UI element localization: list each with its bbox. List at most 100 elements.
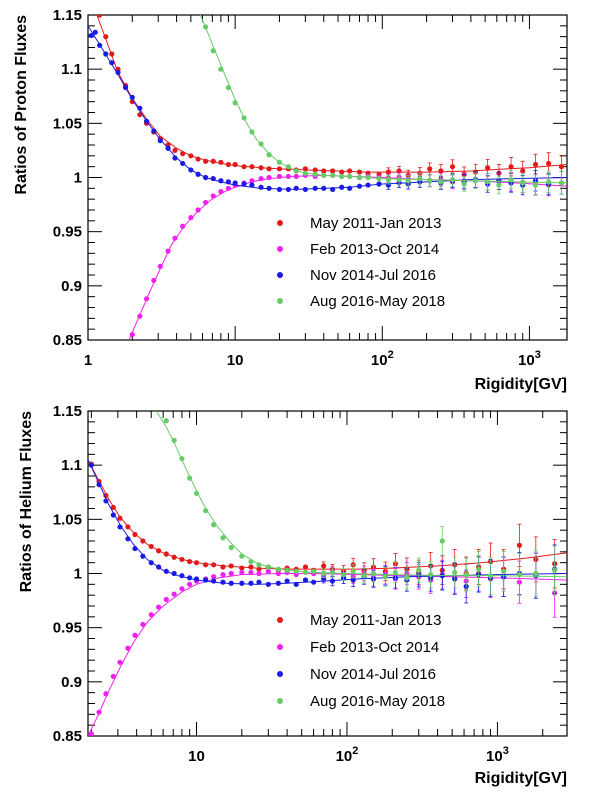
data-point bbox=[293, 568, 299, 574]
data-point bbox=[157, 138, 163, 144]
data-point bbox=[148, 543, 154, 550]
data-point bbox=[276, 166, 283, 172]
data-point bbox=[347, 173, 353, 180]
data-point bbox=[171, 554, 177, 560]
data-point bbox=[330, 186, 336, 193]
data-point bbox=[125, 645, 131, 651]
legend-marker bbox=[277, 644, 283, 650]
y-tick-label: 0.85 bbox=[53, 728, 82, 745]
data-point bbox=[211, 562, 217, 568]
data-point bbox=[88, 32, 94, 39]
data-point bbox=[293, 581, 299, 587]
data-point bbox=[552, 567, 558, 573]
data-point bbox=[302, 564, 309, 570]
data-point bbox=[171, 570, 177, 577]
data-point bbox=[284, 578, 290, 584]
y-tick-label: 1 bbox=[74, 170, 82, 187]
data-point bbox=[249, 129, 255, 135]
x-tick-label: 103 bbox=[518, 349, 541, 369]
data-point bbox=[275, 566, 281, 572]
fit-line bbox=[88, 459, 567, 585]
data-point bbox=[239, 553, 245, 559]
data-point bbox=[546, 179, 552, 185]
y-tick-label: 0.9 bbox=[61, 278, 82, 295]
legend-entry: May 2011-Jan 2013 bbox=[310, 612, 441, 629]
data-point bbox=[129, 99, 135, 105]
data-point bbox=[163, 568, 169, 574]
data-point bbox=[210, 193, 216, 199]
data-point bbox=[256, 562, 262, 568]
data-point bbox=[148, 612, 154, 618]
data-point bbox=[516, 542, 523, 548]
y-tick-label: 1 bbox=[74, 566, 82, 583]
data-point bbox=[520, 168, 526, 174]
data-point bbox=[428, 571, 434, 578]
data-point bbox=[203, 199, 209, 206]
data-point bbox=[248, 580, 254, 586]
data-point bbox=[356, 183, 363, 189]
data-point bbox=[132, 545, 138, 552]
chart-panel-2: 0.85 0.9 0.95 1 1.05 1.1 1.15 10 102 103 Rigidity[… bbox=[18, 403, 568, 787]
data-point bbox=[241, 115, 247, 121]
data-point bbox=[125, 524, 131, 530]
plot-frame bbox=[87, 14, 568, 341]
data-point bbox=[143, 118, 150, 124]
y-tick-label: 1.1 bbox=[61, 61, 82, 78]
data-point bbox=[211, 578, 217, 584]
data-point bbox=[461, 181, 467, 187]
data-point bbox=[356, 169, 363, 175]
data-point bbox=[256, 570, 262, 577]
data-point bbox=[97, 15, 103, 18]
data-point bbox=[249, 178, 255, 184]
data-point bbox=[122, 84, 129, 91]
data-point bbox=[179, 556, 185, 563]
data-point bbox=[188, 214, 194, 221]
data-point bbox=[103, 498, 109, 504]
data-point bbox=[558, 164, 565, 170]
x-tick-label: 102 bbox=[336, 745, 359, 765]
data-point bbox=[321, 563, 327, 569]
data-point bbox=[265, 581, 271, 587]
data-point bbox=[276, 186, 283, 193]
data-point bbox=[438, 179, 444, 185]
y-tick-label: 1.15 bbox=[53, 7, 82, 24]
data-point bbox=[163, 551, 169, 557]
data-point bbox=[225, 84, 232, 91]
data-point bbox=[265, 568, 271, 574]
data-point bbox=[140, 621, 146, 628]
data-point bbox=[350, 568, 356, 574]
data-point bbox=[496, 182, 502, 188]
data-point bbox=[396, 168, 402, 174]
data-point bbox=[195, 171, 201, 177]
data-point bbox=[218, 188, 224, 195]
data-point bbox=[96, 482, 102, 488]
data-point bbox=[187, 475, 193, 481]
data-point bbox=[501, 568, 507, 574]
data-point bbox=[165, 248, 171, 254]
data-point bbox=[427, 178, 433, 184]
legend-entry: Nov 2014-Jul 2016 bbox=[310, 666, 436, 683]
x-tick-label: 103 bbox=[486, 745, 509, 765]
data-point bbox=[275, 570, 281, 577]
y-tick-label: 0.95 bbox=[53, 620, 82, 637]
data-point bbox=[312, 167, 318, 173]
y-axis-title: Ratios of Helium Fluxes bbox=[18, 411, 35, 592]
data-point bbox=[310, 579, 317, 585]
data-point bbox=[330, 168, 336, 174]
legend-entry: Nov 2014-Jul 2016 bbox=[310, 267, 436, 284]
data-point bbox=[258, 165, 264, 171]
data-point bbox=[129, 331, 135, 338]
data-point bbox=[404, 575, 410, 581]
data-point bbox=[533, 570, 539, 577]
data-point bbox=[203, 158, 209, 164]
legend-marker bbox=[277, 272, 283, 278]
data-point bbox=[232, 100, 238, 106]
data-point bbox=[302, 569, 309, 576]
data-point bbox=[225, 179, 232, 185]
data-point bbox=[179, 573, 185, 579]
data-point bbox=[329, 569, 335, 576]
y-tick-label: 1.15 bbox=[53, 403, 82, 420]
data-point bbox=[302, 186, 308, 193]
data-point bbox=[132, 531, 138, 538]
